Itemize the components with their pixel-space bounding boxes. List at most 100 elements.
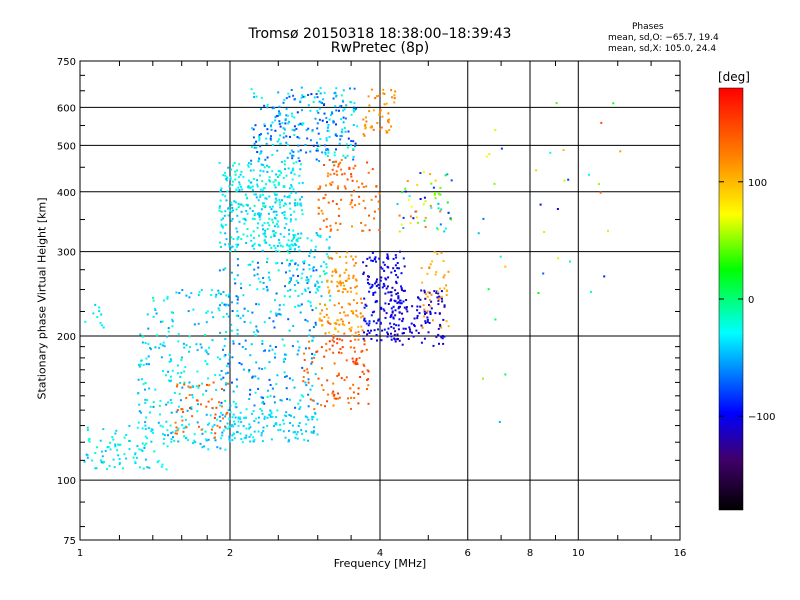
data-point <box>387 276 390 279</box>
data-point <box>212 381 215 384</box>
data-point <box>218 209 221 212</box>
data-point <box>123 436 126 439</box>
data-point <box>361 370 364 373</box>
data-point <box>363 339 366 342</box>
data-point <box>238 362 241 364</box>
data-points <box>83 86 622 471</box>
data-point <box>425 311 428 314</box>
data-point <box>316 402 319 405</box>
data-point <box>169 375 172 378</box>
data-point <box>172 311 175 314</box>
data-point <box>309 109 312 112</box>
data-point <box>415 329 418 332</box>
data-point <box>227 214 230 217</box>
data-point <box>288 280 291 283</box>
data-point <box>336 187 339 190</box>
data-point <box>308 255 311 257</box>
data-point <box>283 160 286 163</box>
data-point <box>285 114 288 117</box>
data-point <box>354 109 357 111</box>
data-point <box>183 346 186 349</box>
data-point <box>430 293 433 296</box>
data-point <box>262 281 265 284</box>
data-point <box>318 285 321 288</box>
data-point <box>236 302 239 305</box>
data-point <box>250 239 253 242</box>
data-point <box>291 157 294 160</box>
data-point <box>339 222 342 225</box>
data-point <box>183 435 186 438</box>
data-point <box>322 270 325 273</box>
data-point <box>305 423 308 426</box>
data-point <box>344 288 347 291</box>
data-point <box>262 232 265 235</box>
data-point <box>268 176 271 179</box>
data-point <box>252 410 255 413</box>
data-point <box>328 289 331 292</box>
data-point <box>273 106 276 109</box>
data-point <box>391 311 394 314</box>
data-point <box>338 207 341 210</box>
data-point <box>215 293 218 296</box>
data-point <box>236 332 239 335</box>
data-point <box>416 305 419 308</box>
data-point <box>252 440 255 443</box>
data-point <box>317 132 320 135</box>
data-point <box>262 164 265 166</box>
data-point <box>305 276 308 279</box>
data-point <box>216 418 219 421</box>
data-point <box>345 359 348 362</box>
data-point <box>356 125 359 128</box>
data-point <box>351 334 354 337</box>
data-point <box>314 284 317 287</box>
data-point <box>264 349 266 352</box>
data-point <box>396 203 399 206</box>
data-point <box>276 223 278 226</box>
data-point <box>378 257 381 260</box>
data-point <box>227 166 230 169</box>
data-point <box>289 288 292 291</box>
data-point <box>247 165 250 168</box>
data-point <box>328 246 331 249</box>
data-point <box>285 203 288 206</box>
data-point <box>599 191 602 194</box>
data-point <box>366 369 369 372</box>
data-point <box>424 320 427 323</box>
data-point <box>285 387 288 390</box>
data-point <box>234 170 237 173</box>
data-point <box>337 290 340 292</box>
data-point <box>359 312 362 315</box>
data-point <box>276 374 279 377</box>
data-point <box>262 350 265 353</box>
data-point <box>253 214 256 217</box>
data-point <box>353 346 356 349</box>
data-point <box>367 281 369 284</box>
data-point <box>423 291 426 294</box>
data-point <box>248 187 251 190</box>
data-point <box>154 346 157 349</box>
data-point <box>310 431 313 434</box>
data-point <box>352 312 355 315</box>
data-point <box>242 294 245 297</box>
data-point <box>224 232 227 235</box>
data-point <box>294 244 297 246</box>
data-point <box>257 199 260 202</box>
data-point <box>200 289 203 292</box>
data-point <box>262 170 265 173</box>
data-point <box>312 399 315 402</box>
data-point <box>400 302 403 305</box>
data-point <box>223 303 226 306</box>
data-point <box>185 344 188 347</box>
data-point <box>208 346 210 349</box>
data-point <box>230 203 233 206</box>
data-point <box>223 345 226 347</box>
data-point <box>285 223 288 225</box>
data-point <box>225 312 228 315</box>
data-point <box>272 230 275 233</box>
data-point <box>192 442 194 445</box>
data-point <box>387 303 390 305</box>
data-point <box>140 359 143 362</box>
data-point <box>323 104 325 106</box>
data-point <box>278 105 281 108</box>
x-tick-label: 2 <box>227 548 233 559</box>
